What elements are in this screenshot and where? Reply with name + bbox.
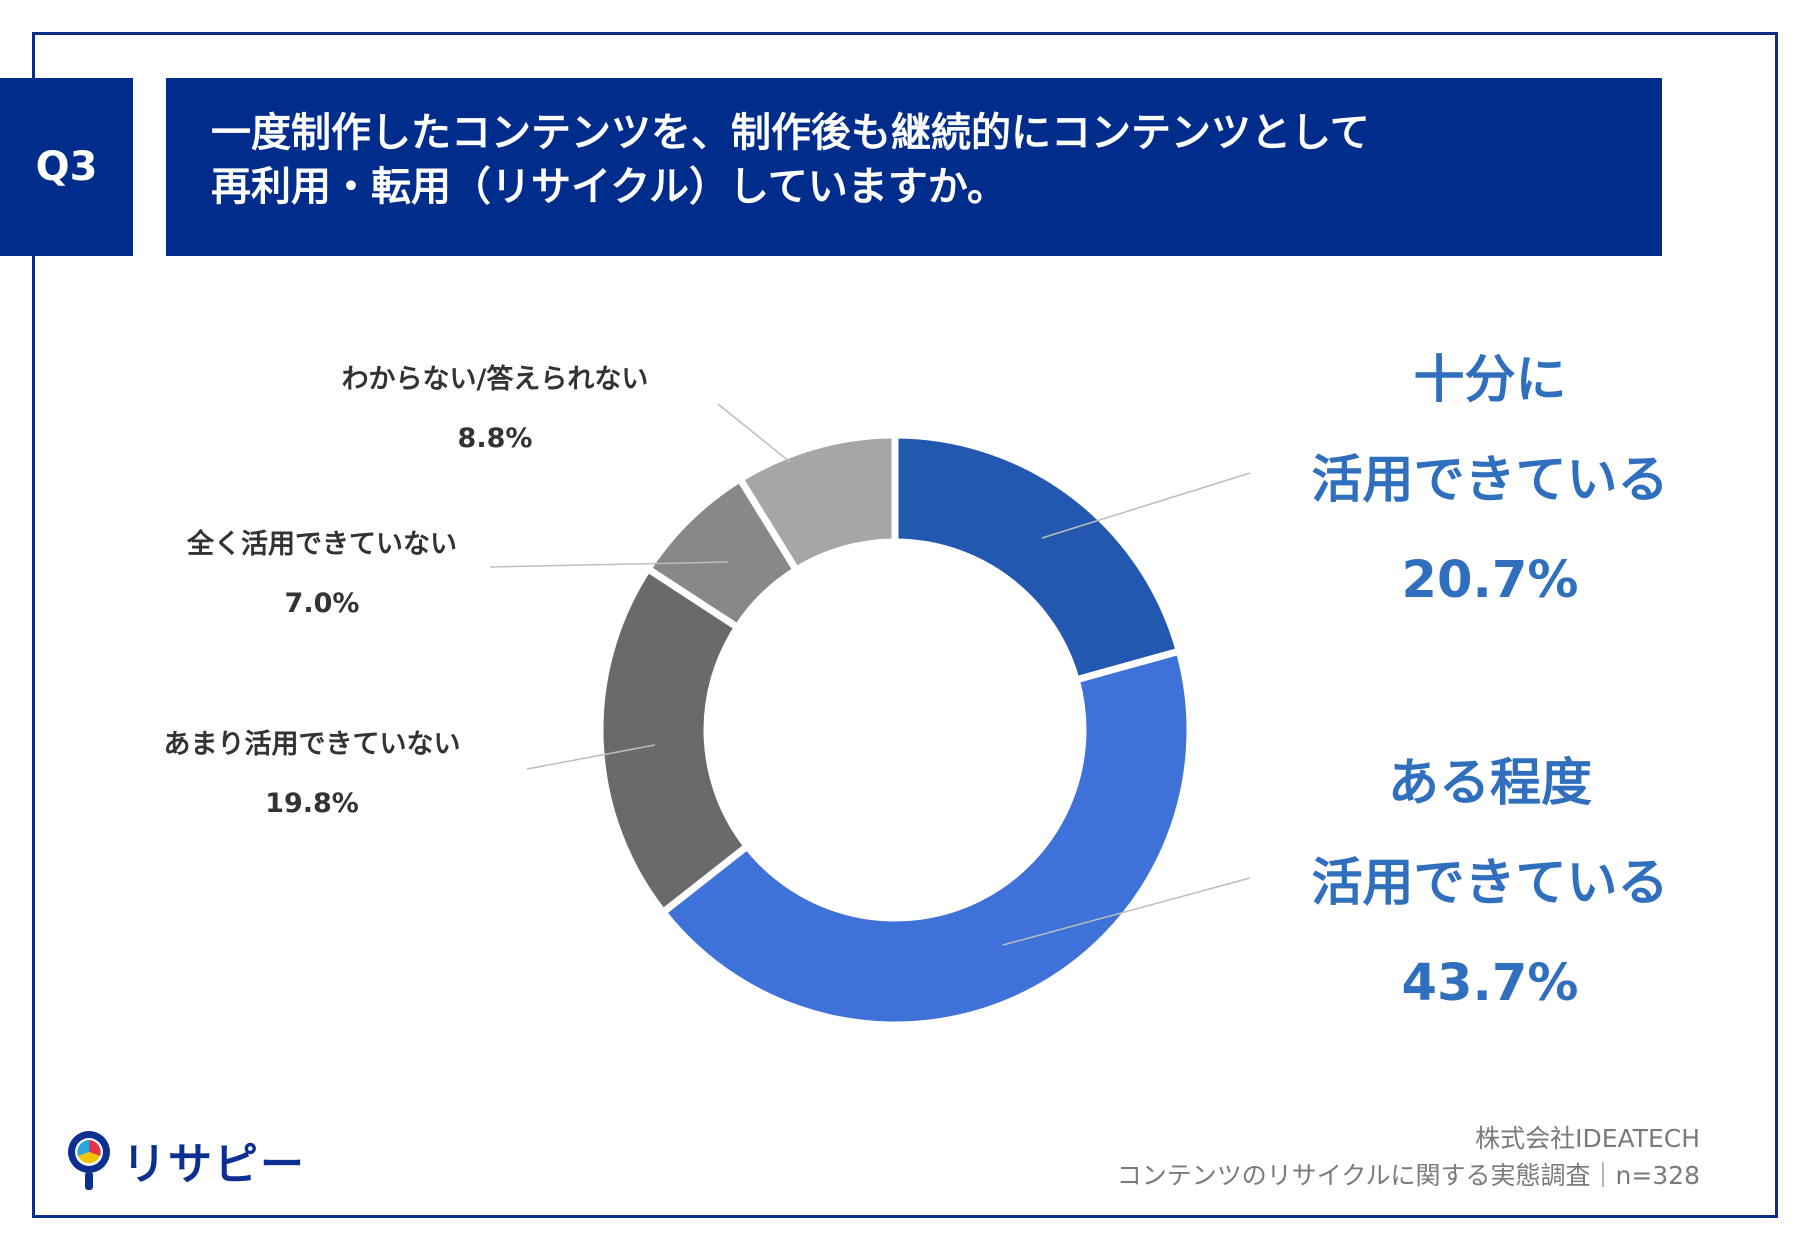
- leader-line-rarely: [526, 744, 656, 770]
- slice-label-fully-line-2: 活用できている: [1311, 451, 1668, 510]
- slice-value-unknown: 8.8%: [458, 423, 533, 454]
- donut-slice-fully: [891, 431, 1184, 685]
- slice-label-not-at-all: 全く活用できていない: [186, 528, 457, 560]
- question-title: 一度制作したコンテンツを、制作後も継続的にコンテンツとして 再利用・転用（リサイ…: [166, 78, 1662, 256]
- leader-lines: [489, 403, 1251, 946]
- logo-text: リサピー: [122, 1139, 306, 1190]
- slice-label-fully-line-1: 十分に: [1413, 351, 1566, 410]
- leader-line-unknown: [717, 403, 791, 463]
- donut-slice-unknown: [735, 431, 899, 575]
- leader-line-not-at-all: [489, 561, 729, 568]
- chart-frame: [32, 32, 1778, 1218]
- donut-slices: [596, 431, 1194, 1029]
- slice-value-not-at-all: 7.0%: [285, 588, 360, 619]
- footer-company: 株式会社IDEATECH: [1475, 1124, 1700, 1153]
- donut-slice-rarely: [596, 563, 753, 918]
- slice-value-rarely: 19.8%: [265, 788, 359, 819]
- donut-slice-somewhat: [658, 646, 1194, 1029]
- slice-label-somewhat-line-2: 活用できている: [1311, 854, 1668, 913]
- lightbulb-pin-icon: [68, 1131, 110, 1190]
- question-title-line-2: 再利用・転用（リサイクル）していますか。: [211, 164, 1007, 210]
- leader-line-somewhat: [1002, 877, 1251, 946]
- slice-value-fully: 20.7%: [1402, 551, 1579, 610]
- footer-survey: コンテンツのリサイクルに関する実態調査｜n=328: [1116, 1161, 1700, 1190]
- slice-label-rarely: あまり活用できていない: [164, 729, 461, 760]
- slice-label-somewhat-line-1: ある程度: [1388, 754, 1592, 813]
- question-badge: Q3: [0, 78, 133, 256]
- question-title-line-1: 一度制作したコンテンツを、制作後も継続的にコンテンツとして: [211, 110, 1370, 156]
- slice-value-somewhat: 43.7%: [1402, 954, 1579, 1013]
- slice-label-unknown: わからない/答えられない: [342, 363, 649, 395]
- footer: 株式会社IDEATECH コンテンツのリサイクルに関する実態調査｜n=328: [1117, 1120, 1700, 1194]
- logo: リサピー: [64, 1128, 306, 1192]
- leader-line-fully: [1041, 472, 1251, 539]
